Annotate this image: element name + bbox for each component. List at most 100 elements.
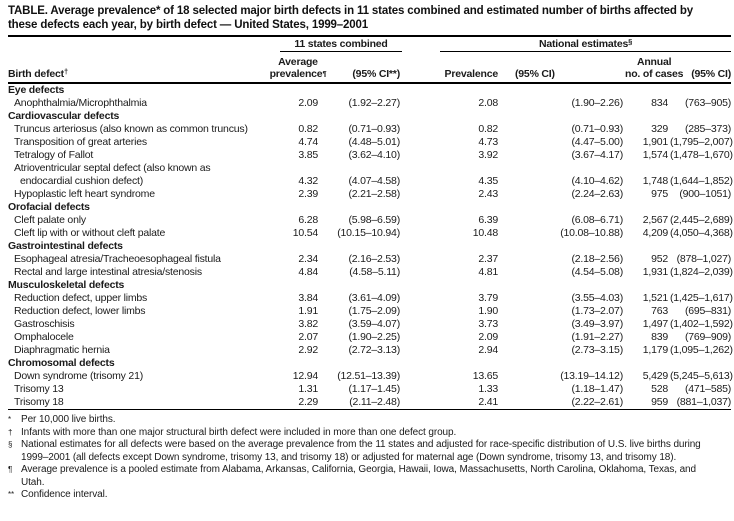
national-ci-cell — [500, 162, 625, 175]
footnote-text: Confidence interval. — [21, 489, 108, 500]
column-header-row: Birth defect† Average prevalence¶ (95% CI… — [8, 52, 731, 84]
national-ci-cell: (2.22–2.61) — [571, 396, 623, 408]
birth-defect-cell: Esophageal atresia/Tracheoesophageal fis… — [14, 253, 221, 265]
cases-ci-cell: (1,478–1,670) — [670, 149, 733, 161]
column-header-national-ci: (95% CI) — [500, 52, 625, 84]
avg-ci-cell: (4.58–5.11) — [349, 266, 400, 278]
table-row: Gastroschisis 3.82 (3.59–4.07) 3.73 (3.4… — [8, 318, 733, 331]
avg-prevalence-cell: 12.94 — [292, 370, 318, 382]
footnote: † Infants with more than one major struct… — [8, 427, 708, 440]
birth-defect-cell: Cleft palate only — [14, 214, 86, 226]
birth-defect-cell: Tetralogy of Fallot — [14, 149, 94, 161]
national-ci-cell: (3.55–4.03) — [571, 292, 623, 304]
birth-defect-cell: Cardiovascular defects — [8, 110, 120, 122]
avg-prevalence-cell: 2.34 — [298, 253, 318, 265]
birth-defect-cell: Truncus arteriosus (also known as common… — [14, 123, 248, 135]
footnote-marker: * — [8, 415, 12, 424]
title-rule — [8, 35, 731, 37]
cases-ci-cell: (695–831) — [684, 305, 732, 317]
cases-ci-cell: (2,445–2,689) — [670, 214, 733, 226]
annual-cases-cell: 1,497 — [642, 318, 668, 330]
table-row: Diaphragmatic hernia 2.92 (2.72–3.13) 2.… — [8, 344, 733, 357]
national-prevalence-cell: 2.08 — [478, 97, 498, 109]
footnote-text: Infants with more than one major structu… — [21, 426, 457, 438]
annual-cases-cell — [625, 162, 670, 175]
cases-ci-cell: (5,245–5,613) — [670, 370, 733, 382]
cases-ci-cell: (769–909) — [684, 331, 732, 343]
group-header-spacer — [8, 37, 280, 52]
avg-ci-cell: (4.07–4.58) — [348, 175, 400, 187]
national-ci-cell: (6.08–6.71) — [571, 214, 623, 226]
national-ci-cell: (4.47–5.00) — [571, 136, 623, 148]
table-row: Trisomy 13 1.31 (1.17–1.45) 1.33 (1.18–1… — [8, 383, 731, 396]
national-prevalence-cell: 3.73 — [478, 318, 498, 330]
national-prevalence-cell: 3.92 — [478, 149, 498, 161]
annual-cases-cell: 1,179 — [642, 344, 668, 356]
cases-ci-cell: (1,824–2,039) — [670, 266, 733, 278]
annual-cases-cell: 4,209 — [642, 227, 668, 239]
birth-defect-cell: Cleft lip with or without cleft palate — [14, 227, 166, 239]
group-header-11-states: 11 states combined — [280, 37, 402, 52]
avg-ci-cell: (2.72–3.13) — [348, 344, 400, 356]
national-ci-cell: (2.18–2.56) — [571, 253, 623, 265]
avg-prevalence-cell: 6.28 — [298, 214, 318, 226]
table-body: Eye defects Anophthalmia/Microphthalmia … — [8, 83, 733, 410]
avg-prevalence-cell: 1.91 — [298, 305, 318, 317]
avg-ci-cell: (1.75–2.09) — [348, 305, 400, 317]
avg-ci-cell: (2.16–2.53) — [348, 253, 400, 265]
table-row: Truncus arteriosus (also known as common… — [8, 123, 731, 136]
table-row: Anophthalmia/Microphthalmia 2.09 (1.92–2… — [8, 97, 731, 110]
national-prevalence-cell: 6.39 — [478, 214, 498, 226]
national-prevalence-cell: 2.37 — [478, 253, 498, 265]
footnote: § National estimates for all defects were… — [8, 439, 708, 464]
footnote-text: Average prevalence is a pooled estimate … — [21, 464, 696, 488]
avg-ci-cell: (1.17–1.45) — [348, 383, 400, 395]
birth-defect-cell: Eye defects — [8, 84, 65, 96]
national-ci-cell: (1.91–2.27) — [571, 331, 623, 343]
cases-ci-cell: (285–373) — [684, 123, 732, 135]
table-row: Gastrointestinal defects — [8, 240, 731, 253]
national-prevalence-cell: 4.73 — [478, 136, 498, 148]
national-prevalence-cell: 1.90 — [478, 305, 498, 317]
avg-prevalence-cell: 3.82 — [298, 318, 318, 330]
annual-cases-cell: 834 — [651, 97, 668, 109]
avg-ci-cell: (3.59–4.07) — [348, 318, 400, 330]
national-ci-cell: (3.49–3.97) — [571, 318, 623, 330]
table-header: 11 states combined National estimates§ B… — [8, 37, 731, 84]
annual-cases-cell: 1,931 — [642, 266, 668, 278]
avg-ci-cell: (1.90–2.25) — [348, 331, 400, 343]
column-header-annual-cases: Annual no. of cases — [625, 52, 683, 84]
avg-ci-cell: (2.11–2.48) — [349, 396, 400, 408]
table-row: Reduction defect, lower limbs 1.91 (1.75… — [8, 305, 731, 318]
national-prevalence-cell — [402, 162, 500, 175]
national-prevalence-cell: 1.33 — [478, 383, 498, 395]
cases-ci-cell: (878–1,027) — [676, 253, 732, 265]
national-prevalence-cell: 2.43 — [478, 188, 498, 200]
table-row: Eye defects — [8, 83, 731, 97]
national-prevalence-cell: 2.41 — [478, 396, 498, 408]
cases-ci-cell: (471–585) — [684, 383, 732, 395]
table-row: Rectal and large intestinal atresia/sten… — [8, 266, 733, 279]
footnotes: * Per 10,000 live births. † Infants with m… — [8, 414, 708, 502]
avg-ci-cell: (0.71–0.93) — [348, 123, 400, 135]
annual-cases-cell: 952 — [651, 253, 668, 265]
national-ci-cell: (13.19–14.12) — [560, 370, 623, 382]
avg-prevalence-cell: 4.32 — [298, 175, 318, 187]
national-ci-cell: (10.08–10.88) — [560, 227, 623, 239]
avg-prevalence-cell: 3.85 — [298, 149, 318, 161]
birth-defect-cell: Trisomy 18 — [14, 396, 64, 408]
birth-defect-cell: Atrioventricular septal defect (also kno… — [14, 162, 211, 174]
national-prevalence-cell: 2.09 — [478, 331, 498, 343]
national-prevalence-cell: 10.48 — [472, 227, 498, 239]
birth-defect-cell: Musculoskeletal defects — [8, 279, 125, 291]
table-row: Cleft palate only 6.28 (5.98–6.59) 6.39 … — [8, 214, 733, 227]
annual-cases-cell: 1,574 — [642, 149, 668, 161]
birth-defect-cell: Down syndrome (trisomy 21) — [14, 370, 144, 382]
annual-cases-cell: 1,748 — [642, 175, 668, 187]
footnote-marker: ¶ — [8, 465, 13, 474]
avg-ci-cell: (3.61–4.09) — [348, 292, 400, 304]
avg-prevalence-cell: 3.84 — [298, 292, 318, 304]
footnote-marker: § — [8, 440, 13, 449]
birth-defect-cell: Omphalocele — [14, 331, 74, 343]
footnote: * Per 10,000 live births. — [8, 414, 708, 427]
